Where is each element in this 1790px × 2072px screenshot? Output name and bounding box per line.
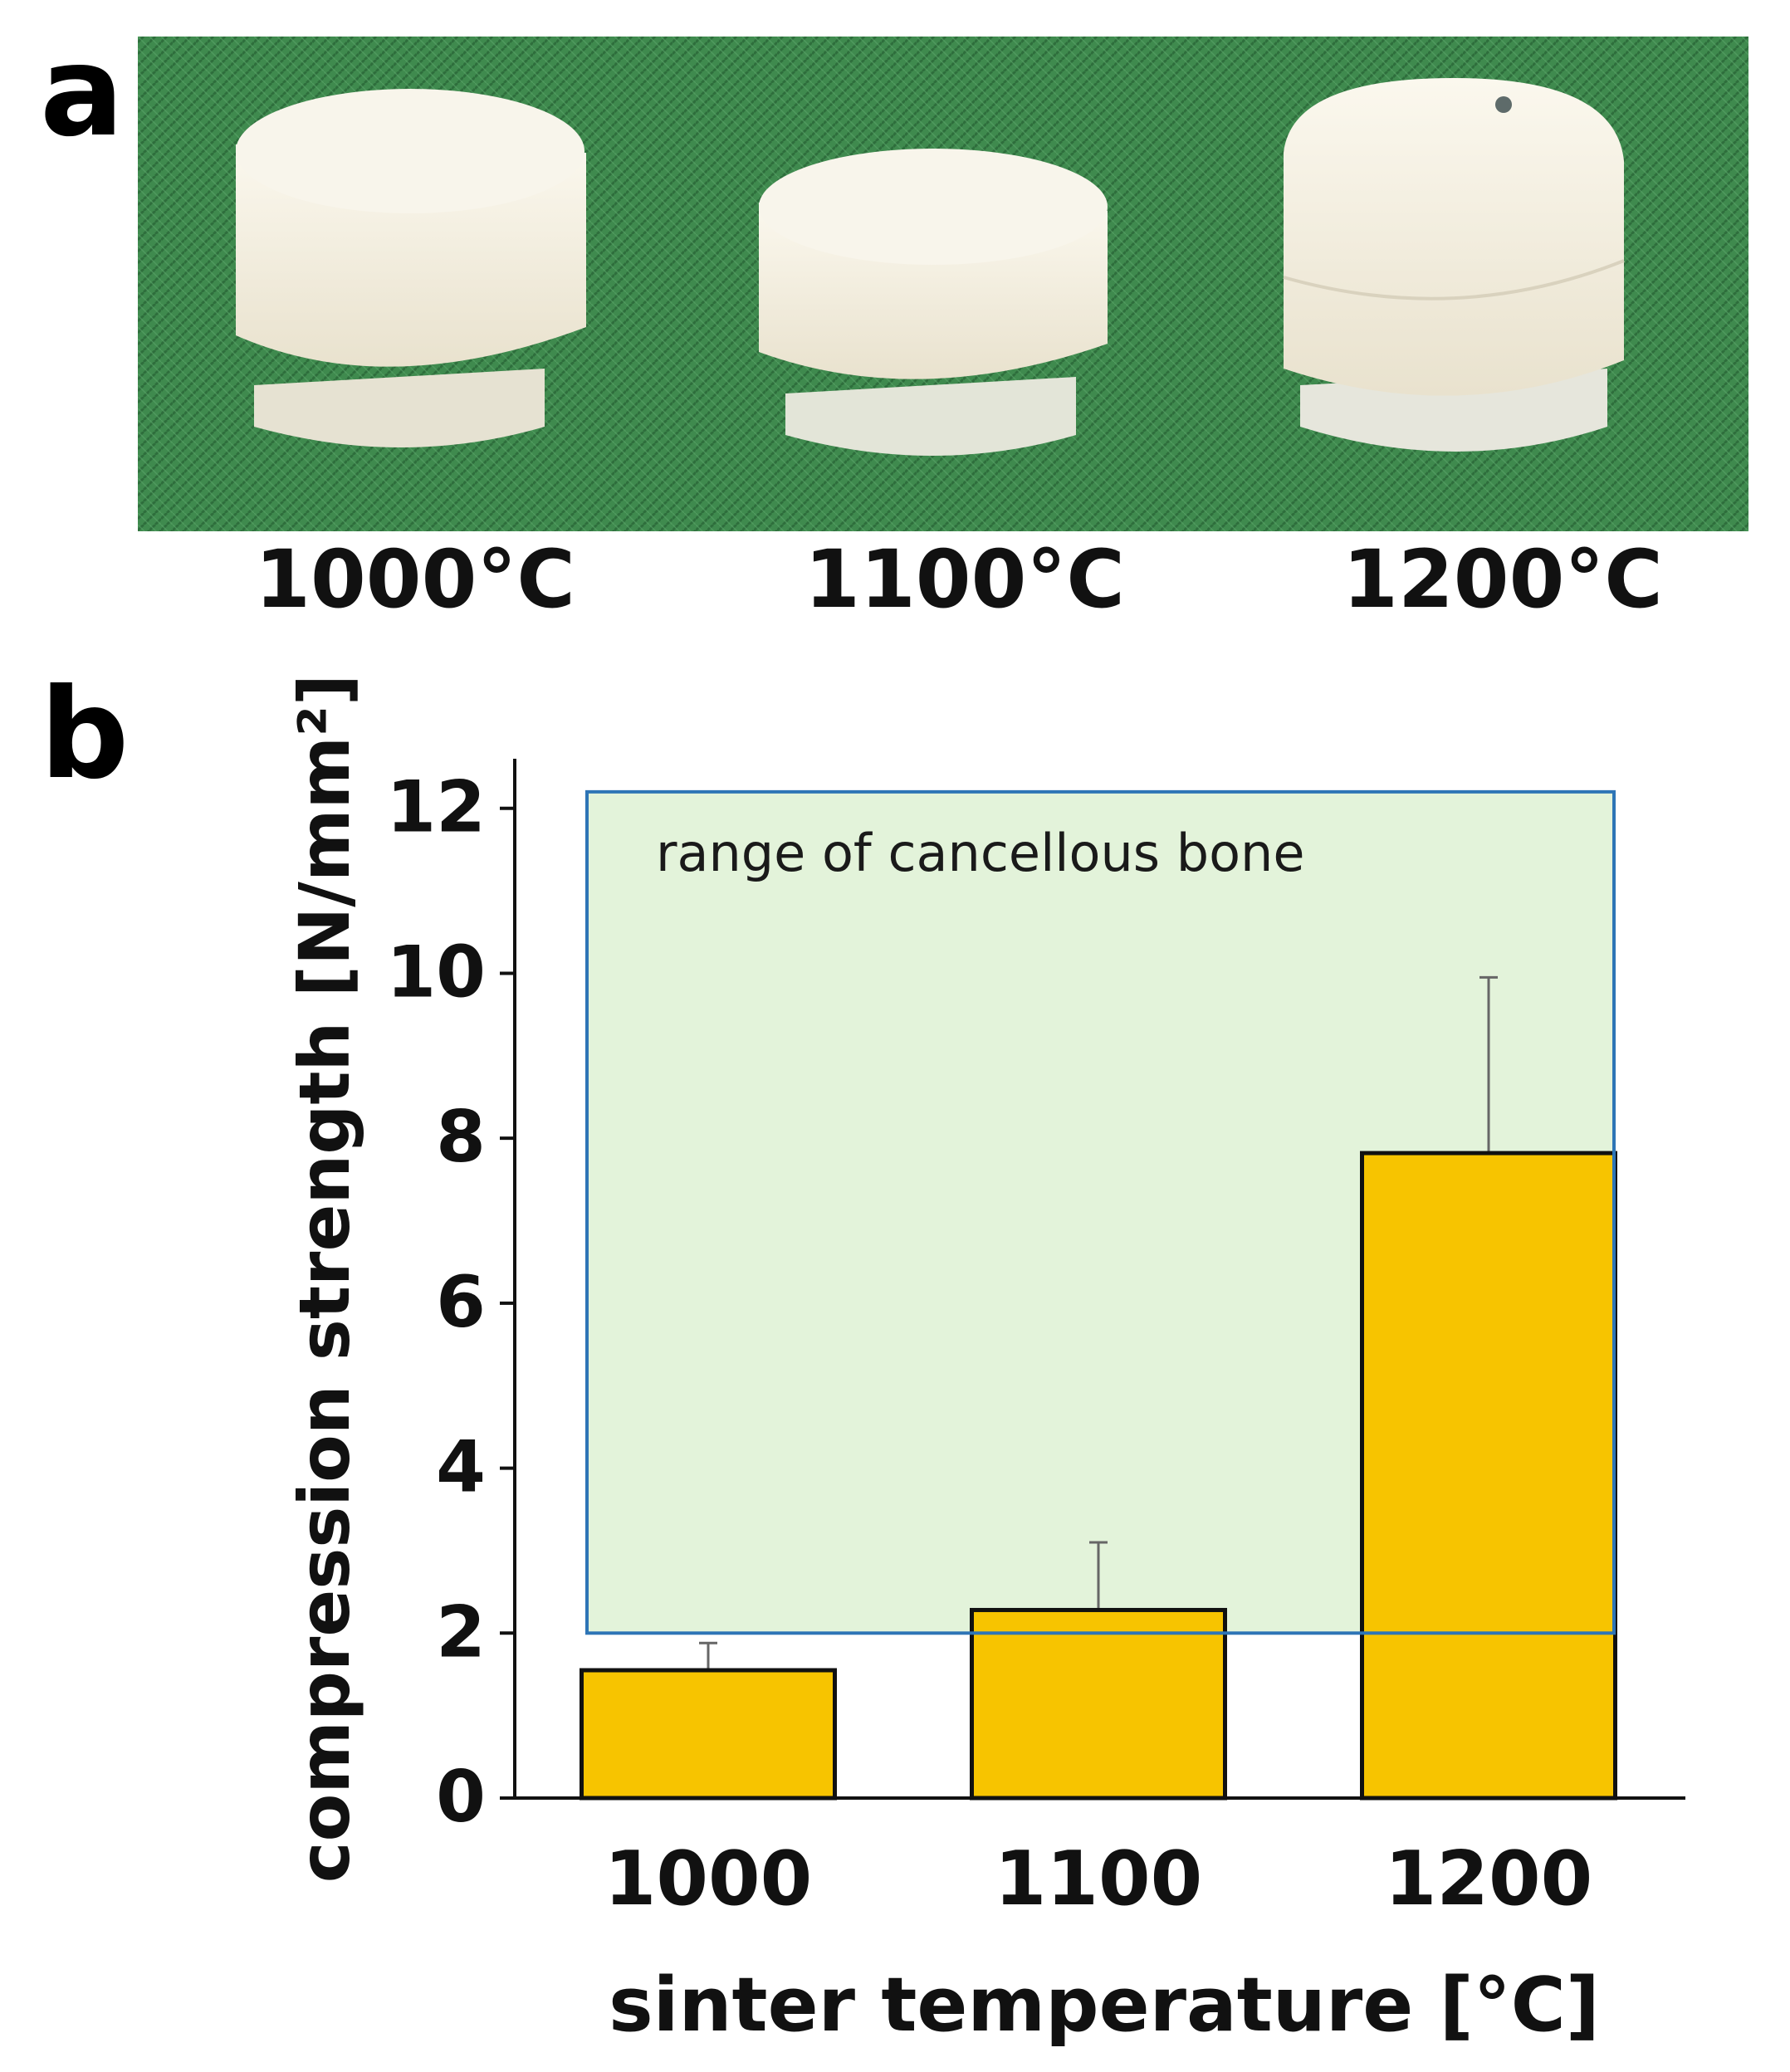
x-tick-label-1100: 1100 — [995, 1835, 1203, 1923]
panel-a-label: a — [40, 20, 125, 164]
panel-b-label: b — [40, 662, 130, 807]
caption-1200: 1200°C — [1342, 533, 1663, 626]
y-tick-label-10: 10 — [386, 931, 486, 1014]
x-tick-label-1000: 1000 — [604, 1835, 813, 1923]
y-tick-label-12: 12 — [386, 766, 486, 849]
y-tick-label-6: 6 — [436, 1261, 486, 1344]
y-tick-label-2: 2 — [436, 1591, 486, 1674]
caption-1100: 1100°C — [805, 533, 1125, 626]
y-tick-label-0: 0 — [436, 1756, 486, 1839]
range-band-outline — [585, 789, 1616, 1635]
sample-photo — [138, 37, 1748, 531]
bar-1200 — [1360, 1151, 1617, 1801]
y-tick-label-8: 8 — [436, 1096, 486, 1179]
x-tick-label-1200: 1200 — [1385, 1835, 1593, 1923]
y-axis-label: compression strength [N/mm²] — [284, 674, 365, 1883]
x-axis-label: sinter temperature [°C] — [609, 1962, 1600, 2049]
y-tick-label-4: 4 — [436, 1426, 486, 1509]
range-band-label: range of cancellous bone — [656, 823, 1304, 883]
bar-1000 — [580, 1668, 837, 1801]
compression-strength-chart: range of cancellous bone 0 2 4 6 8 10 12 1000 110… — [284, 674, 1685, 2049]
sample-1100 — [759, 149, 1108, 456]
caption-1000: 1000°C — [255, 533, 575, 626]
sample-1200 — [1283, 78, 1625, 452]
sample-1000 — [236, 89, 586, 447]
bar-1100 — [970, 1607, 1227, 1801]
